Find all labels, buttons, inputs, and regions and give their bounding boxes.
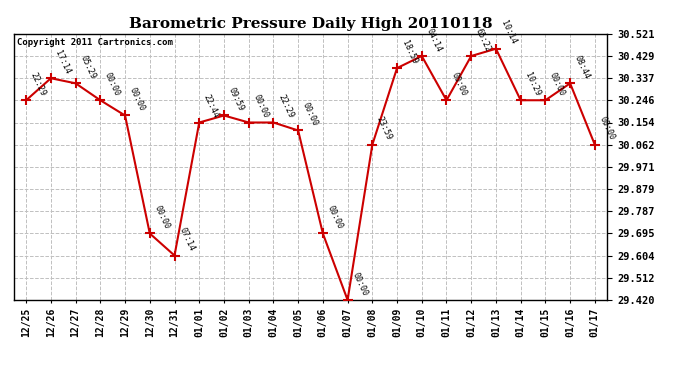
Text: 00:00: 00:00 [103,71,122,98]
Title: Barometric Pressure Daily High 20110118: Barometric Pressure Daily High 20110118 [129,17,492,31]
Text: 00:00: 00:00 [326,204,344,231]
Text: 00:00: 00:00 [351,271,369,297]
Text: 08:44: 08:44 [573,54,591,81]
Text: Copyright 2011 Cartronics.com: Copyright 2011 Cartronics.com [17,38,172,47]
Text: 00:00: 00:00 [152,204,171,231]
Text: 00:00: 00:00 [128,86,146,113]
Text: 00:00: 00:00 [598,116,616,142]
Text: 07:14: 07:14 [177,226,196,253]
Text: 22:44: 22:44 [202,93,221,120]
Text: 00:00: 00:00 [449,71,468,98]
Text: 22:29: 22:29 [276,93,295,120]
Text: 00:00: 00:00 [251,93,270,120]
Text: 22:29: 22:29 [29,71,48,98]
Text: 10:14: 10:14 [499,20,518,46]
Text: 23:59: 23:59 [375,116,394,142]
Text: 18:59: 18:59 [400,39,419,65]
Text: 00:00: 00:00 [548,71,567,98]
Text: 17:14: 17:14 [54,49,72,75]
Text: 05:29: 05:29 [79,54,97,81]
Text: 04:14: 04:14 [424,27,443,53]
Text: 10:29: 10:29 [524,71,542,98]
Text: 65:22: 65:22 [474,27,493,53]
Text: 00:00: 00:00 [301,101,319,128]
Text: 09:59: 09:59 [227,86,246,113]
